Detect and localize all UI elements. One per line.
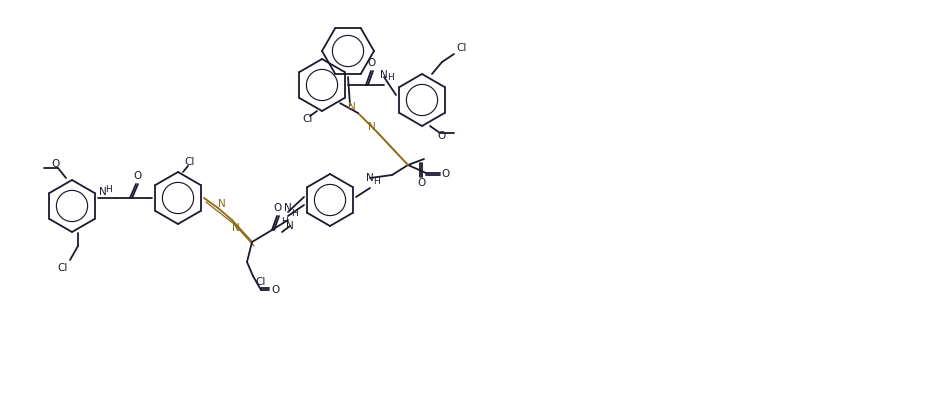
Text: N: N bbox=[232, 223, 240, 233]
Text: N: N bbox=[368, 122, 376, 132]
Text: O: O bbox=[442, 169, 450, 179]
Text: N: N bbox=[366, 173, 374, 183]
Text: Cl: Cl bbox=[185, 157, 195, 167]
Text: O: O bbox=[133, 171, 142, 181]
Text: N: N bbox=[348, 102, 356, 112]
Text: O: O bbox=[438, 131, 446, 141]
Text: N: N bbox=[284, 203, 292, 213]
Text: O: O bbox=[417, 178, 426, 188]
Text: H: H bbox=[290, 210, 297, 218]
Text: O: O bbox=[51, 159, 59, 169]
Text: N: N bbox=[218, 199, 226, 209]
Text: N: N bbox=[380, 70, 388, 80]
Text: H: H bbox=[105, 186, 112, 195]
Text: Cl: Cl bbox=[302, 114, 314, 124]
Text: N: N bbox=[99, 187, 107, 197]
Text: H: H bbox=[387, 72, 393, 82]
Text: O: O bbox=[368, 58, 376, 68]
Text: H: H bbox=[373, 178, 379, 186]
Text: O: O bbox=[274, 203, 282, 213]
Text: H: H bbox=[280, 218, 288, 226]
Text: Cl: Cl bbox=[57, 263, 68, 273]
Text: N: N bbox=[286, 221, 294, 231]
Text: Cl: Cl bbox=[256, 277, 266, 287]
Text: O: O bbox=[271, 285, 279, 295]
Text: Cl: Cl bbox=[457, 43, 467, 53]
